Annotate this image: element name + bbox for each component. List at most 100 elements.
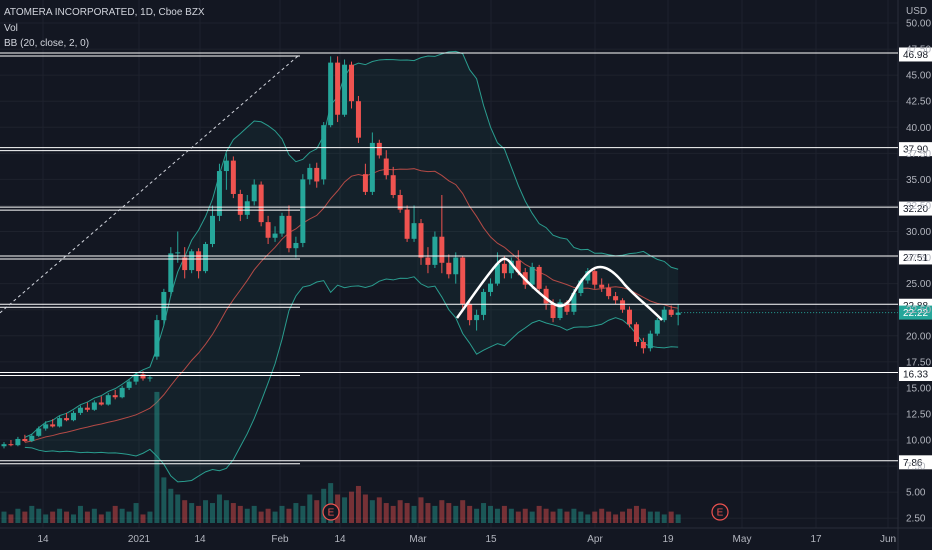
volume-bar bbox=[349, 491, 354, 523]
volume-bar bbox=[43, 514, 49, 523]
candle-body bbox=[147, 377, 153, 379]
volume-bar bbox=[369, 500, 375, 523]
volume-bar bbox=[29, 505, 35, 523]
volume-bar bbox=[355, 485, 361, 523]
legend-vol: Vol bbox=[4, 23, 18, 34]
candle-body bbox=[362, 174, 368, 192]
candle-body bbox=[446, 262, 452, 275]
volume-bar bbox=[529, 511, 535, 523]
candle-body bbox=[411, 223, 417, 239]
candle-body bbox=[112, 395, 118, 398]
band-fill bbox=[24, 51, 679, 482]
y-tick-label: 35.00 bbox=[906, 175, 931, 186]
candle-body bbox=[613, 296, 619, 301]
candle-body bbox=[620, 300, 626, 310]
volume-bar bbox=[536, 505, 542, 523]
volume-bar bbox=[196, 505, 202, 523]
candle-body bbox=[91, 402, 97, 410]
candle-body bbox=[536, 266, 542, 289]
candle-body bbox=[196, 251, 202, 272]
volume-bar bbox=[307, 494, 313, 523]
x-tick-label: 17 bbox=[810, 534, 822, 545]
volume-bar bbox=[15, 508, 21, 523]
level-tag-label: 32.20 bbox=[903, 204, 928, 215]
candle-body bbox=[77, 407, 83, 413]
volume-bar bbox=[390, 505, 396, 523]
volume-bar bbox=[640, 508, 646, 523]
candle-body bbox=[22, 438, 28, 442]
candle-body bbox=[244, 201, 250, 215]
y-tick-label: 20.00 bbox=[906, 331, 931, 342]
y-tick-label: 7.50 bbox=[906, 462, 926, 473]
candle-body bbox=[508, 260, 514, 274]
volume-bar bbox=[126, 511, 132, 523]
level-tag-label: 16.33 bbox=[903, 370, 928, 381]
volume-bar bbox=[585, 514, 591, 523]
candle-body bbox=[140, 374, 146, 379]
volume-bar bbox=[515, 511, 521, 523]
candle-body bbox=[355, 101, 361, 138]
candle-body bbox=[453, 257, 459, 275]
candle-body bbox=[515, 260, 521, 273]
volume-bar bbox=[675, 514, 681, 523]
volume-bar bbox=[467, 505, 473, 523]
candle-body bbox=[216, 171, 222, 216]
y-tick-label: 10.00 bbox=[906, 436, 931, 447]
level-tag-label: 46.98 bbox=[903, 50, 928, 61]
volume-bar bbox=[258, 511, 264, 523]
y-tick-label: 45.00 bbox=[906, 71, 931, 82]
y-tick-label: 27.50 bbox=[906, 253, 931, 264]
candle-body bbox=[654, 320, 660, 334]
volume-bar bbox=[119, 508, 125, 523]
candle-body bbox=[98, 402, 104, 405]
volume-bar bbox=[175, 494, 181, 523]
volume-bar bbox=[571, 508, 577, 523]
level-tag bbox=[899, 201, 932, 216]
x-tick-label: 14 bbox=[37, 534, 49, 545]
x-tick-label: Jun bbox=[880, 534, 896, 545]
volume-bar bbox=[279, 505, 285, 523]
volume-bar bbox=[293, 503, 299, 523]
volume-bar bbox=[112, 505, 118, 523]
x-tick-label: May bbox=[733, 534, 752, 545]
volume-bar bbox=[265, 508, 271, 523]
candle-body bbox=[592, 271, 598, 285]
candle-body bbox=[314, 167, 320, 182]
candle-body bbox=[578, 280, 584, 294]
candle-body bbox=[50, 424, 56, 427]
candle-body bbox=[564, 302, 570, 312]
candle-body bbox=[557, 302, 563, 319]
volume-bar bbox=[251, 505, 257, 523]
volume-bar bbox=[50, 511, 56, 523]
legend: ATOMERA INCORPORATED, 1D, Cboe BZX Vol B… bbox=[4, 7, 205, 49]
volume-bar bbox=[147, 511, 153, 523]
volume-bar bbox=[189, 503, 195, 523]
level-tag-label: 7.86 bbox=[903, 458, 923, 469]
volume-bar bbox=[1, 511, 7, 523]
volume-bar bbox=[314, 500, 320, 523]
candle-body bbox=[321, 125, 327, 180]
volume-bar bbox=[501, 505, 507, 523]
candle-body bbox=[230, 160, 236, 194]
volume-bar bbox=[22, 511, 28, 523]
volume-bar bbox=[481, 503, 487, 523]
volume-bar bbox=[432, 505, 438, 523]
level-tag bbox=[899, 367, 932, 382]
candle-body bbox=[189, 251, 195, 271]
volume-bar bbox=[564, 511, 570, 523]
volume-bar bbox=[182, 500, 188, 523]
volume-bar bbox=[64, 511, 70, 523]
candle-body bbox=[203, 244, 209, 272]
volume-bar bbox=[425, 503, 431, 523]
y-tick-label: 37.50 bbox=[906, 149, 931, 160]
candle-body bbox=[84, 407, 90, 410]
candle-body bbox=[439, 236, 445, 263]
y-tick-label: 47.50 bbox=[906, 45, 931, 56]
candle-body bbox=[161, 291, 167, 321]
y-tick-label: 40.00 bbox=[906, 123, 931, 134]
candle-body bbox=[633, 324, 639, 343]
candle-body bbox=[182, 257, 188, 271]
candle-body bbox=[432, 236, 438, 265]
level-tag-label: 37.90 bbox=[903, 145, 928, 156]
